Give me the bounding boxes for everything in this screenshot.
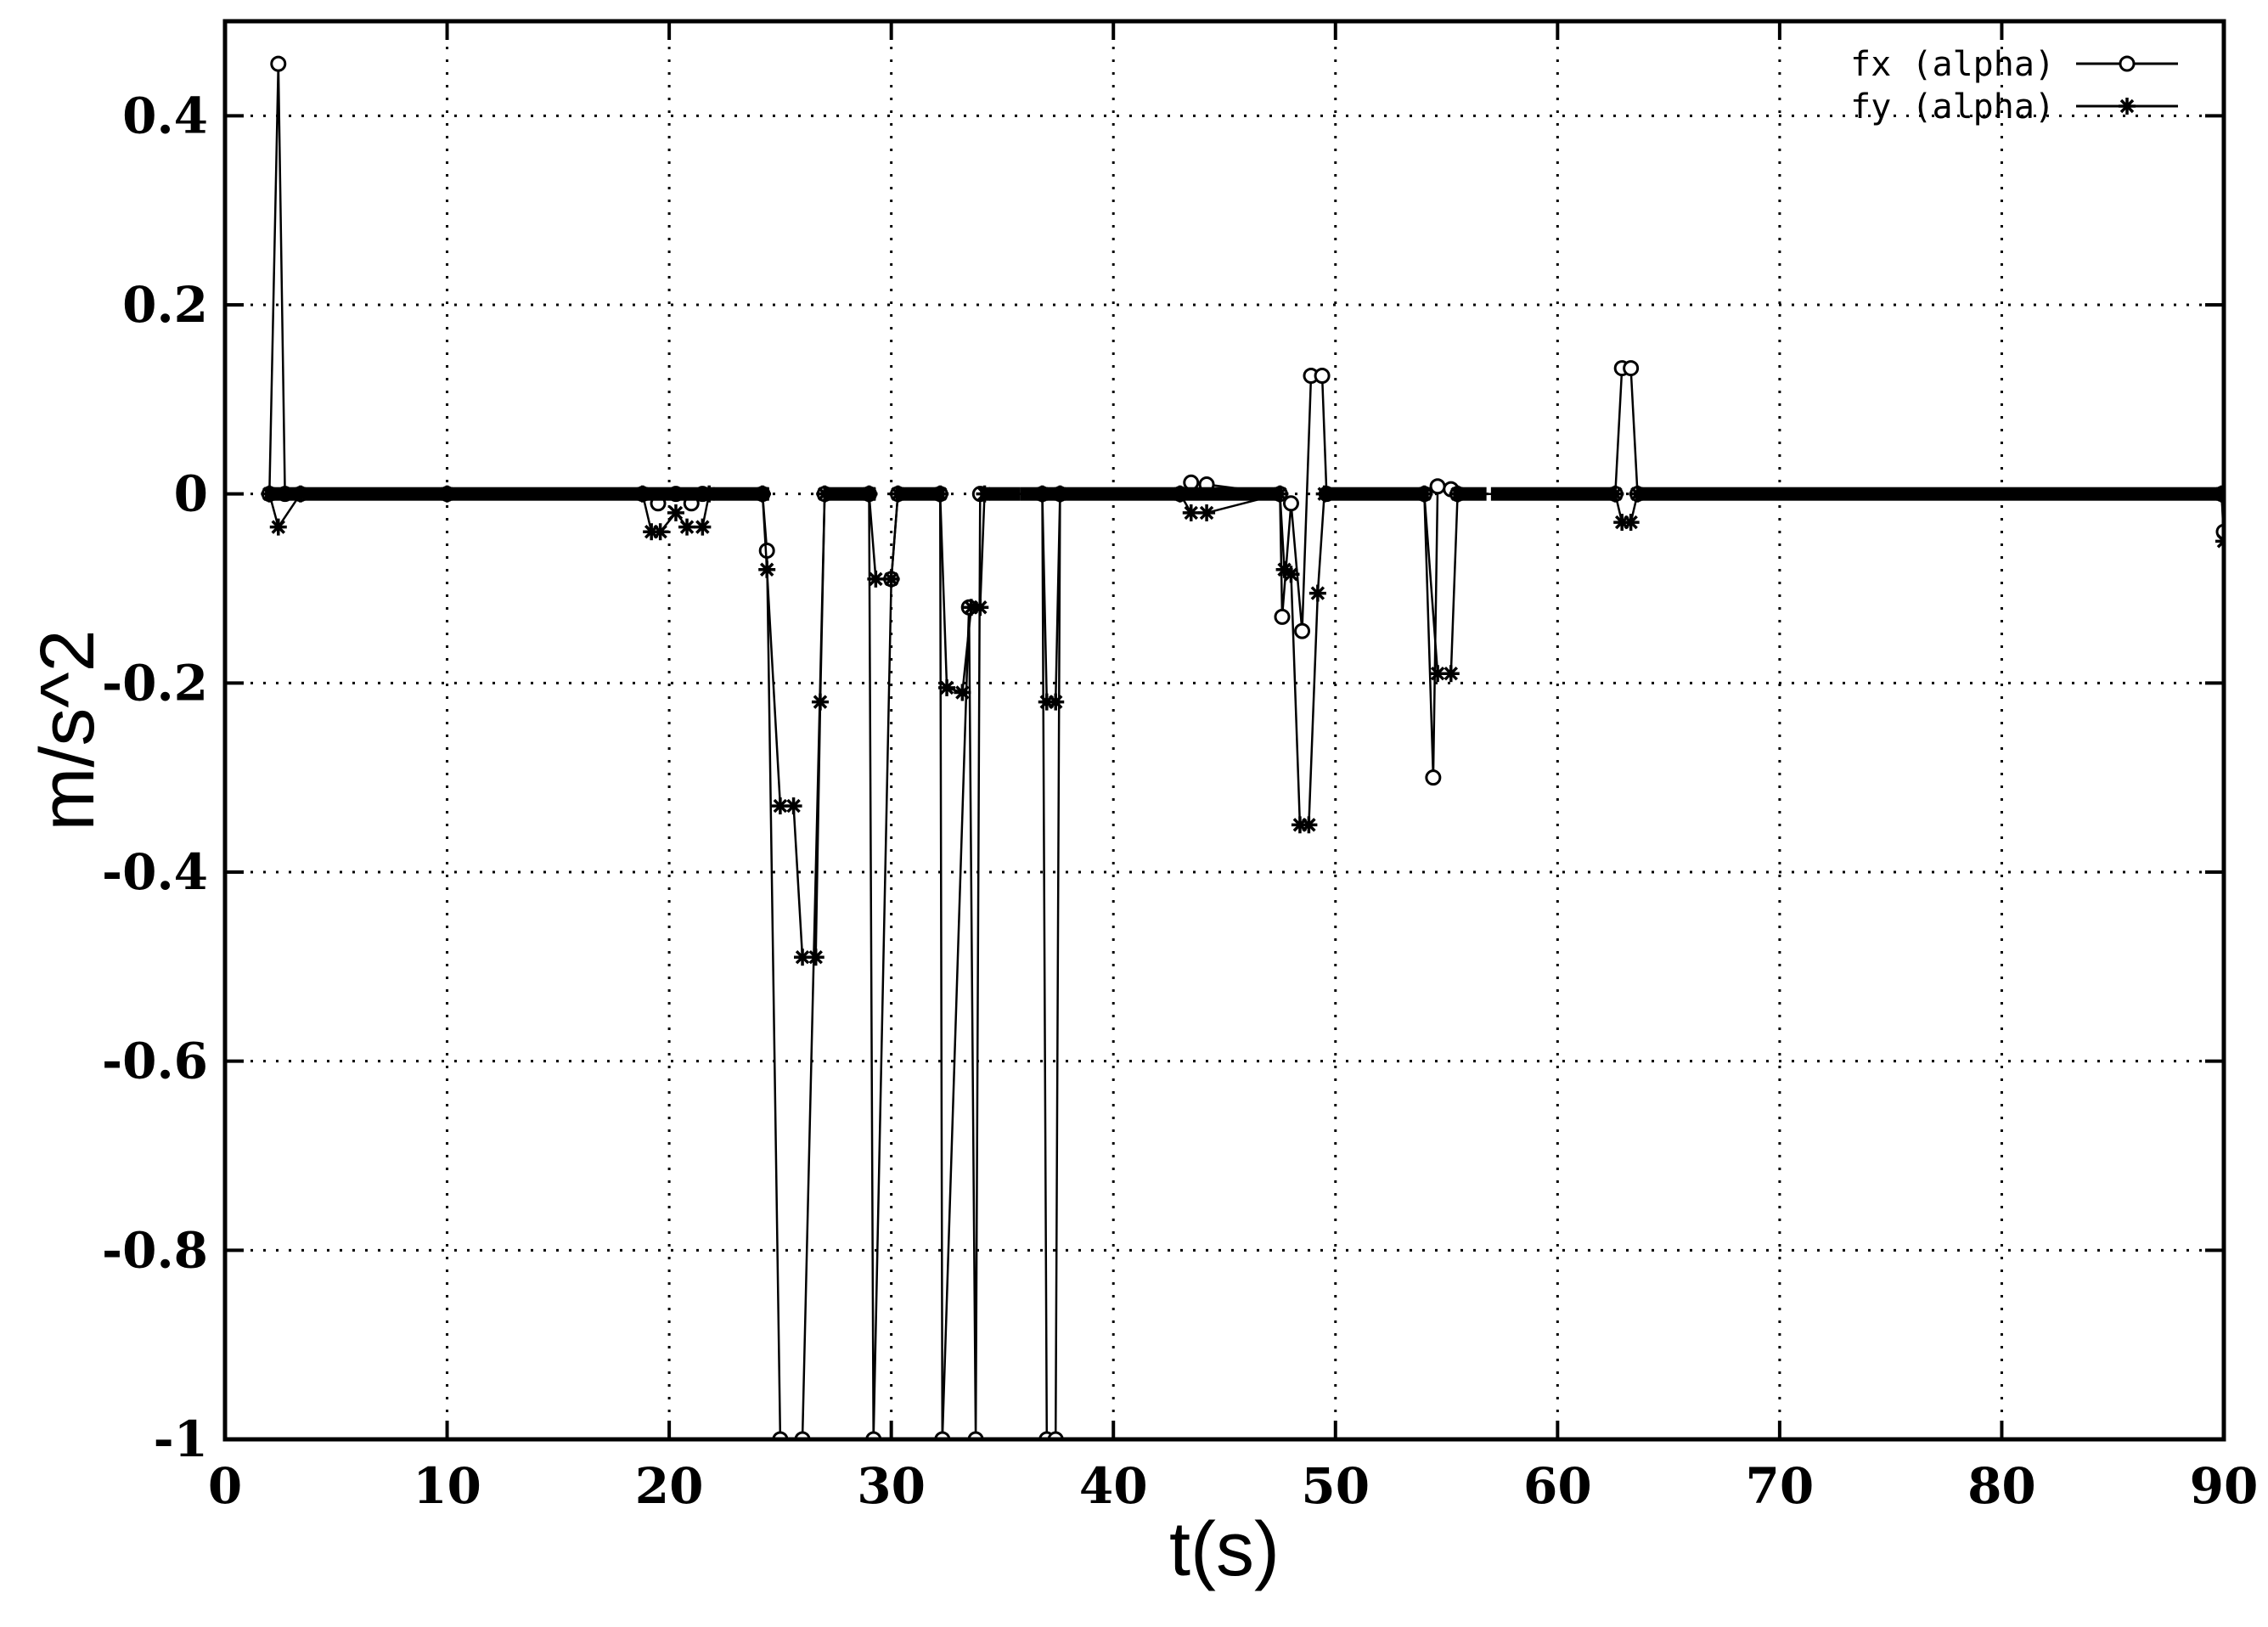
legend-marker	[2119, 98, 2136, 115]
zero-band-segment	[1179, 487, 1283, 501]
zero-band	[265, 487, 2222, 501]
x-tick-label: 10	[413, 1457, 481, 1515]
x-tick-label: 50	[1301, 1457, 1370, 1515]
series-line	[268, 493, 2224, 959]
data-point	[2215, 532, 2224, 550]
y-tick-label: 0.2	[122, 276, 208, 334]
data-point	[785, 797, 802, 815]
x-tick-label: 30	[857, 1457, 926, 1515]
data-point	[1429, 478, 1446, 495]
data-point	[678, 518, 696, 536]
data-point	[651, 523, 669, 541]
series-fy	[261, 485, 2224, 966]
zero-band-segment	[980, 487, 1021, 501]
y-tick-label: -1	[154, 1410, 208, 1468]
zero-band-segment	[824, 487, 876, 501]
data-point	[270, 55, 287, 72]
x-axis-label: t(s)	[1169, 1507, 1280, 1592]
legend-marker	[2119, 55, 2136, 72]
zero-band-segment	[1637, 487, 2222, 501]
data-point	[1314, 368, 1331, 384]
data-point	[1623, 360, 1640, 377]
data-point	[1294, 622, 1311, 639]
y-tick-label: 0.4	[122, 87, 208, 144]
data-point	[1308, 584, 1326, 602]
data-point	[1300, 816, 1318, 834]
data-point	[1622, 514, 1640, 532]
data-point	[1182, 504, 1200, 521]
y-tick-label: 0	[174, 465, 208, 523]
zero-band-segment	[1322, 487, 1429, 501]
data-point	[694, 518, 712, 536]
y-tick-label: -0.6	[102, 1033, 208, 1090]
zero-band-segment	[265, 487, 303, 501]
data-point	[1425, 769, 1442, 786]
axis-ticks: 0 10 20 30 40 50 60 70 80 90 0.4 0.2 0 -0.2 -0.4 -0.6 -0…	[102, 21, 2258, 1515]
data-point	[1198, 504, 1216, 521]
y-axis-label: m/s^2	[25, 629, 110, 830]
x-tick-label: 70	[1746, 1457, 1815, 1515]
data-point	[954, 684, 971, 701]
data-point	[882, 570, 900, 588]
data-point	[1274, 608, 1291, 625]
data-point	[867, 570, 885, 588]
data-point	[807, 949, 824, 966]
data-point	[667, 504, 684, 521]
data-point	[269, 518, 287, 536]
x-tick-label: 60	[1523, 1457, 1592, 1515]
legend-label: fx (alpha)	[1850, 45, 2055, 84]
x-tick-label: 90	[2190, 1457, 2259, 1515]
zero-band-segment	[895, 487, 945, 501]
y-tick-label: -0.4	[102, 843, 208, 901]
x-tick-label: 80	[1967, 1457, 2036, 1515]
zero-band-segment	[1020, 487, 1180, 501]
zero-band-segment	[1490, 487, 1616, 501]
series-line	[268, 64, 2224, 1439]
series-layer	[261, 55, 2224, 1439]
plot-frame	[222, 19, 2226, 1442]
x-tick-label: 0	[208, 1457, 242, 1515]
data-point	[971, 599, 989, 616]
x-tick-label: 40	[1079, 1457, 1148, 1515]
data-point	[758, 560, 776, 578]
y-tick-label: -0.8	[102, 1221, 208, 1279]
legend: fx (alpha)fy (alpha)	[1850, 45, 2178, 127]
data-point	[1282, 566, 1300, 583]
data-point	[1282, 495, 1299, 512]
data-point	[811, 693, 829, 711]
legend-label: fy (alpha)	[1850, 87, 2055, 127]
series-fx	[261, 55, 2224, 1439]
data-point	[938, 678, 956, 696]
zero-band-segment	[302, 487, 769, 501]
x-tick-label: 20	[635, 1457, 704, 1515]
data-point	[1047, 693, 1065, 711]
zero-band-segment	[1453, 487, 1487, 501]
data-point	[1442, 665, 1460, 683]
grid-lines	[225, 21, 2224, 1439]
y-tick-label: -0.2	[102, 654, 208, 712]
